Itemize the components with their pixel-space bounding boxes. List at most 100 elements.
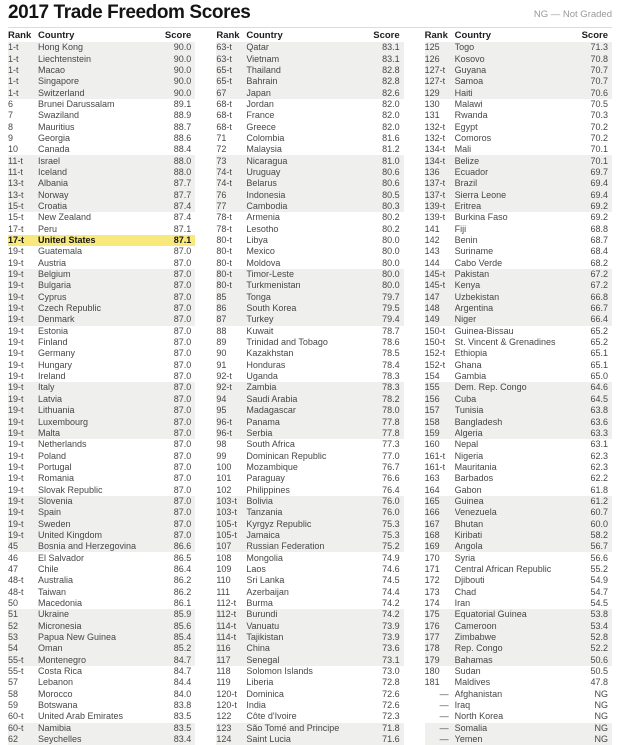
rank-cell: 129: [424, 87, 440, 98]
rank-cell: 124: [216, 734, 232, 745]
score-cell: 80.6: [382, 178, 400, 189]
table-row: 1-t Singapore 90.0: [8, 76, 196, 88]
table-row: 77 Cambodia 80.3: [216, 200, 404, 213]
masthead: 2017 Trade Freedom Scores NG — Not Grade…: [8, 2, 612, 26]
rank-cell: 101: [216, 473, 232, 484]
table-row: 13-t Norway 87.7: [8, 189, 196, 201]
rank-cell: 47: [8, 563, 19, 574]
table-row: 103-t Tanzania 76.0: [216, 507, 404, 519]
rank-cell: 170: [424, 552, 440, 563]
country-cell: Madagascar: [246, 405, 296, 416]
table-row: 55-t Montenegro 84.7: [8, 654, 196, 666]
column-header: Rank Country Score: [216, 28, 403, 42]
table-row: 1-t Switzerland 90.0: [8, 87, 196, 99]
table-row: 19-t Guatemala 87.0: [8, 246, 195, 257]
score-cell: 52.8: [590, 632, 608, 643]
score-cell: 87.0: [173, 405, 192, 416]
table-row: 95 Madagascar 78.0: [216, 405, 404, 417]
score-cell: 73.6: [382, 643, 400, 654]
score-cell: 65.1: [590, 359, 608, 370]
rank-cell: 65-t: [216, 76, 232, 87]
country-cell: Côte d'Ivoire: [246, 711, 297, 722]
rank-cell: 19-t: [8, 325, 24, 336]
score-cell: 90.0: [173, 76, 192, 87]
rank-cell: 67: [216, 87, 227, 98]
table-row: 176 Cameroon 53.4: [424, 620, 612, 632]
country-cell: Egypt: [454, 121, 478, 132]
table-row: 65-t Bahrain 82.8: [216, 76, 404, 88]
country-cell: Nigeria: [454, 450, 484, 461]
score-cell: 87.0: [173, 507, 192, 518]
score-cell: 56.7: [590, 541, 608, 552]
rank-cell: 150-t: [424, 337, 446, 348]
rank-cell: 19-t: [8, 359, 24, 370]
score-cell: 72.6: [382, 688, 400, 699]
score-cell: 69.7: [590, 166, 608, 177]
country-cell: Croatia: [38, 200, 68, 211]
rank-cell: 74-t: [216, 166, 232, 177]
table-row: 19-t Finland 87.0: [8, 337, 195, 348]
rank-cell: 71: [216, 132, 227, 143]
rank-cell: 125: [424, 42, 440, 53]
score-cell: 84.0: [173, 688, 192, 699]
table-row: 73 Nicaragua 81.0: [216, 155, 404, 167]
score-cell: 87.0: [173, 427, 192, 438]
score-cell: 78.3: [382, 371, 400, 382]
table-row: 101 Paraguay 76.6: [216, 473, 403, 484]
table-row: 158 Bangladesh 63.6: [424, 416, 612, 428]
score-cell: 87.0: [173, 382, 192, 393]
rank-cell: 76: [216, 189, 227, 200]
score-cell: 75.3: [382, 529, 400, 540]
score-cell: 79.7: [382, 291, 400, 302]
country-cell: Japan: [246, 87, 271, 98]
table-row: 8 Mauritius 88.7: [8, 121, 195, 132]
table-row: 10 Canada 88.4: [8, 144, 195, 155]
rank-cell: 15-t: [8, 200, 24, 211]
score-cell: 88.7: [173, 121, 192, 132]
score-cell: 82.0: [382, 121, 400, 132]
score-cell: 66.4: [590, 314, 608, 325]
rank-cell: 85: [216, 291, 227, 302]
table-row: 139-t Eritrea 69.2: [424, 200, 612, 213]
score-cell: 87.0: [173, 359, 192, 370]
table-row: 63-t Vietnam 83.1: [216, 53, 404, 65]
rank-cell: 19-t: [8, 303, 24, 314]
country-cell: Central African Republic: [454, 563, 552, 574]
rank-cell: 78-t: [216, 212, 232, 223]
rank-cell: 90: [216, 348, 227, 359]
country-cell: Guyana: [454, 64, 487, 75]
rank-cell: 50: [8, 598, 19, 609]
score-cell: 75.2: [382, 541, 400, 552]
table-row: 85 Tonga 79.7: [216, 291, 404, 303]
score-cell: 74.6: [382, 563, 400, 574]
country-cell: Eritrea: [454, 200, 482, 211]
score-cell: 60.7: [590, 507, 608, 518]
table-row: 74-t Uruguay 80.6: [216, 166, 404, 179]
table-row: 80-t Turkmenistan 80.0: [216, 280, 404, 292]
score-header: Score: [164, 29, 192, 41]
rank-cell: 160: [424, 439, 440, 450]
table-row: 120-t Dominica 72.6: [216, 689, 403, 700]
country-cell: Paraguay: [246, 473, 285, 484]
rank-cell: 144: [424, 257, 440, 268]
country-cell: Israel: [38, 155, 61, 166]
score-cell: 52.2: [590, 643, 608, 654]
score-cell: 88.0: [173, 155, 192, 166]
rank-cell: 59: [8, 700, 19, 711]
rank-cell: 102: [216, 484, 232, 495]
score-cell: 90.0: [173, 42, 192, 53]
table-row: 19-t Malta 87.0: [8, 427, 196, 440]
table-row: — Iraq NG: [425, 700, 612, 711]
rank-cell: 91: [216, 359, 227, 370]
country-cell: Netherlands: [38, 439, 87, 450]
country-cell: Uruguay: [246, 166, 281, 177]
country-cell: Haiti: [454, 87, 473, 98]
rank-cell: 117: [216, 654, 231, 665]
table-row: 152-t Ethiopia 65.1: [425, 348, 612, 359]
score-cell: 77.8: [382, 427, 400, 438]
score-cell: 63.8: [590, 405, 608, 416]
score-cell: 87.0: [173, 325, 192, 336]
rank-cell: 19-t: [8, 337, 24, 348]
country-cell: Mozambique: [246, 461, 298, 472]
country-cell: Azerbaijan: [246, 586, 289, 597]
